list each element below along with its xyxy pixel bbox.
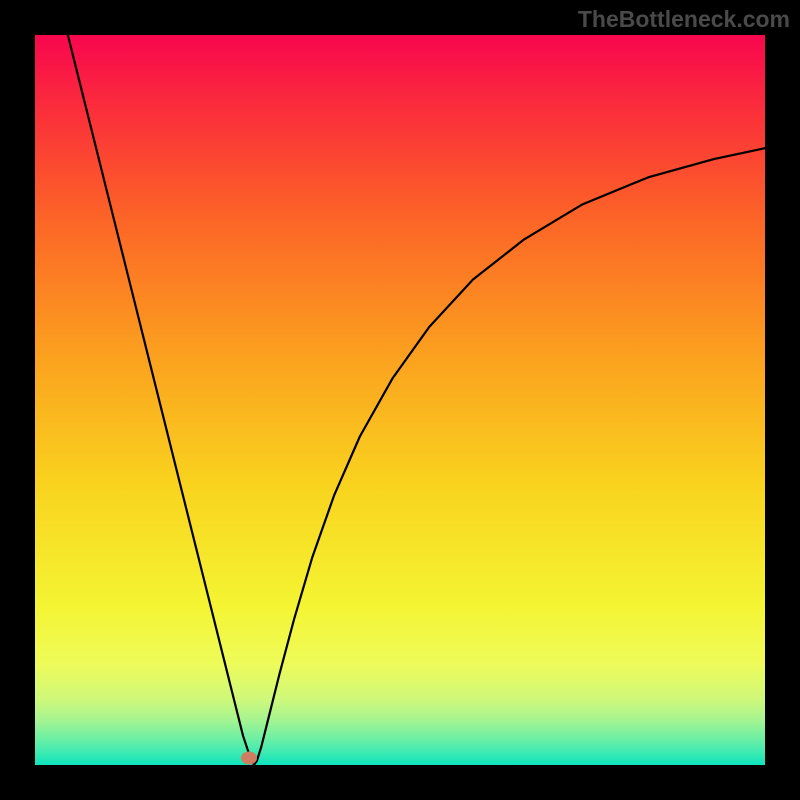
watermark-text: TheBottleneck.com (578, 6, 790, 33)
optimal-point-marker (241, 751, 257, 764)
curve-layer (35, 35, 765, 765)
chart-container: TheBottleneck.com (0, 0, 800, 800)
bottleneck-curve (68, 35, 765, 765)
plot-area (35, 35, 765, 765)
